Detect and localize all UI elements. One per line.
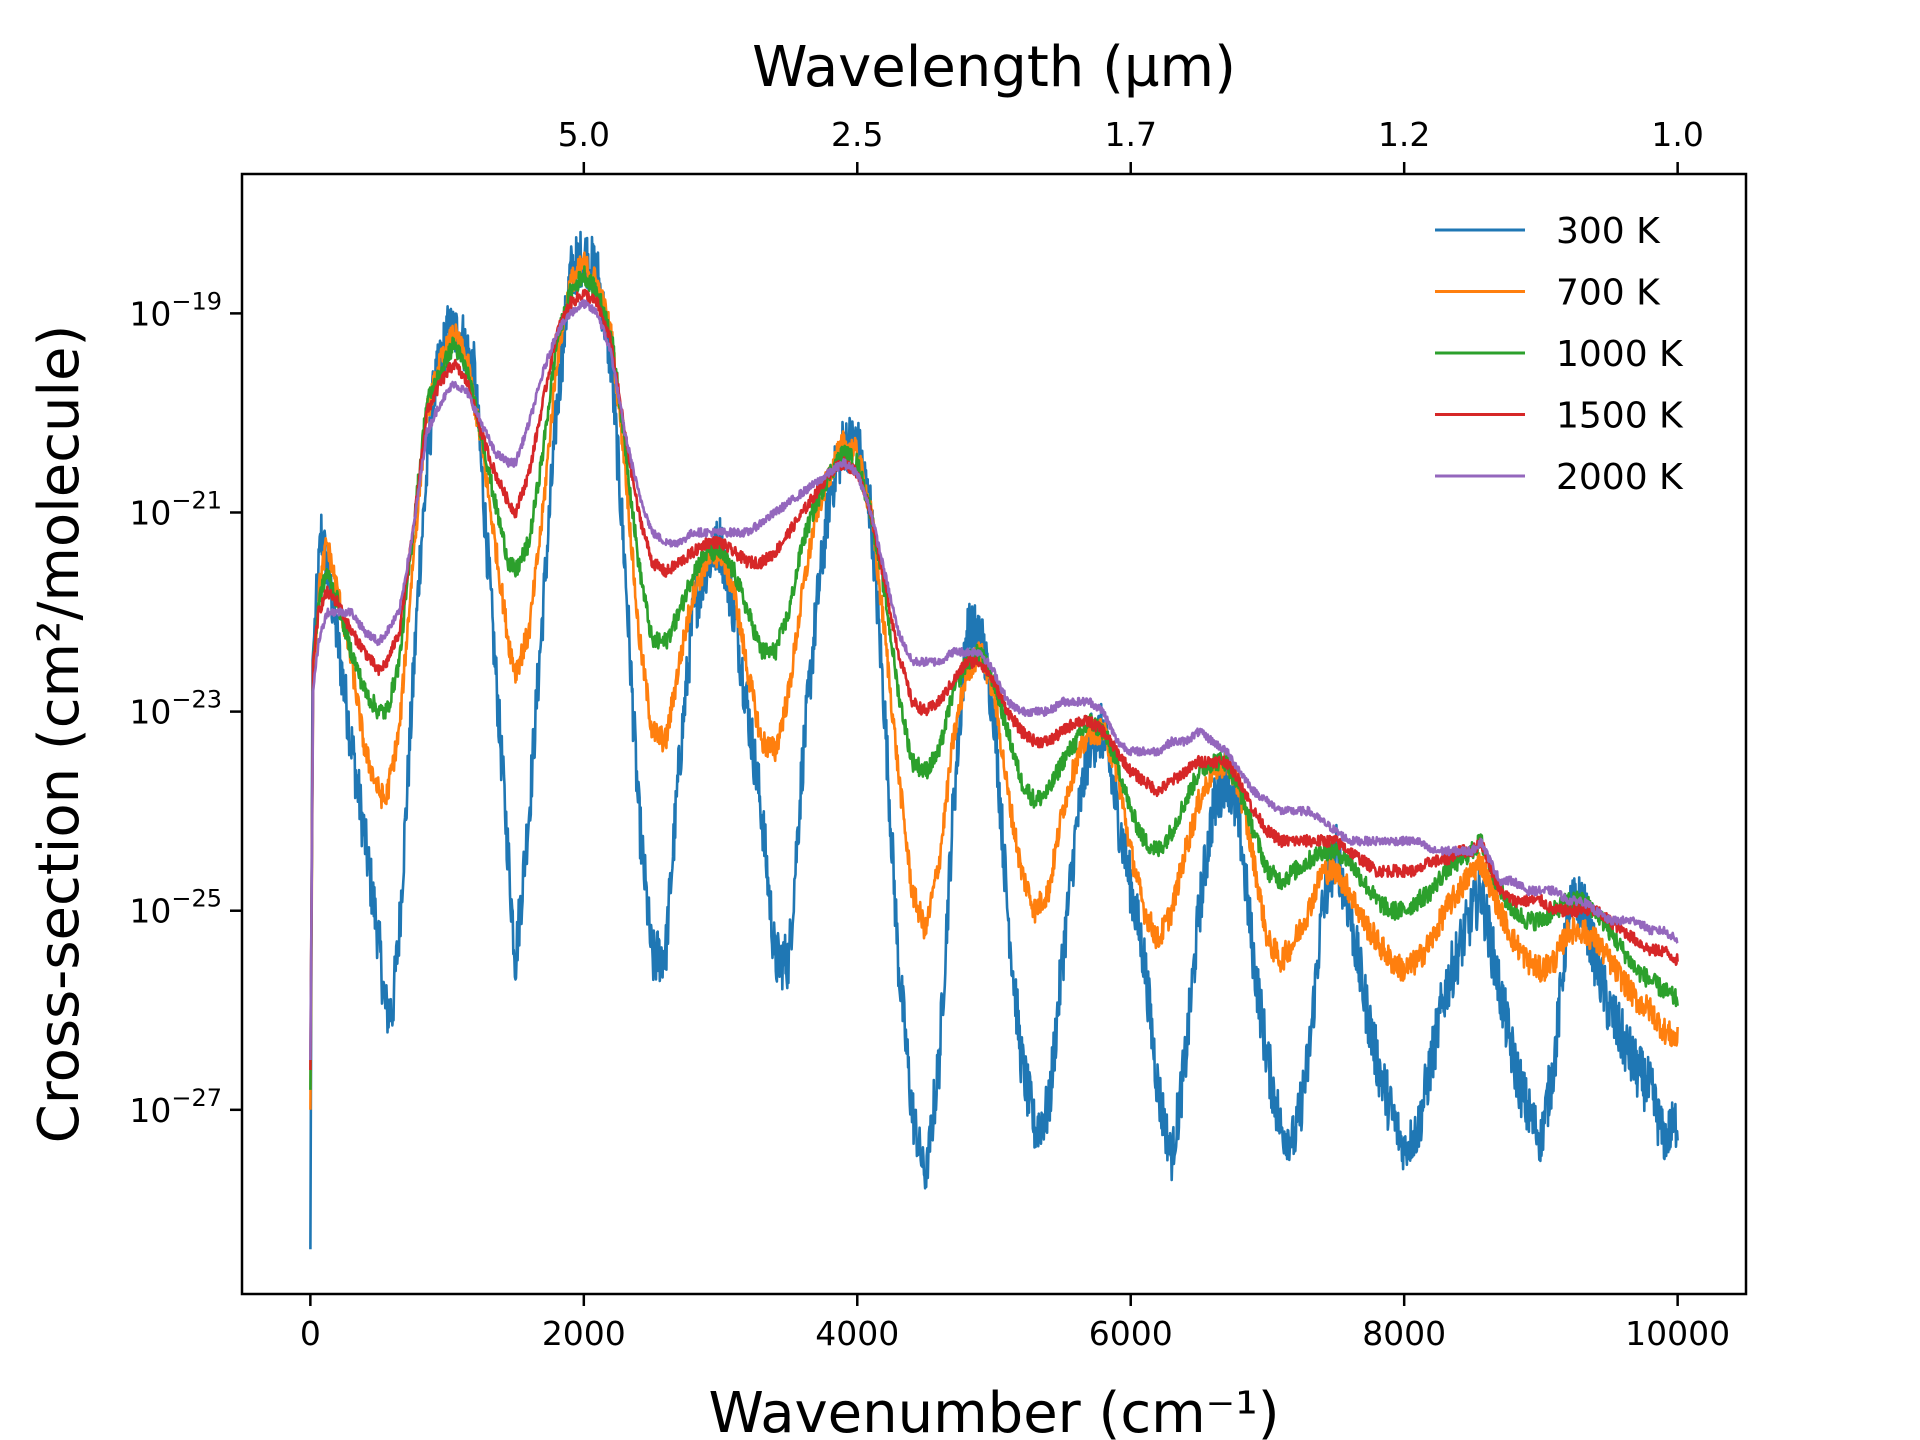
legend: 300 K 700 K 1000 K 1500 K 2000 K <box>1435 211 1684 498</box>
series-line-300k <box>309 230 1679 1250</box>
x-tick-label: 10000 <box>1625 1314 1730 1353</box>
y-tick-label: 10−25 <box>129 885 222 931</box>
x-tick-label: 0 <box>300 1314 321 1353</box>
y-tick-label: 10−23 <box>129 686 222 732</box>
series-line-2000k <box>309 299 1679 1061</box>
series-line-1000k <box>309 265 1679 1090</box>
legend-label: 700 K <box>1556 273 1661 314</box>
top-tick-label: 1.2 <box>1378 115 1430 154</box>
top-tick-label: 2.5 <box>831 115 883 154</box>
y-tick-label: 10−21 <box>129 486 222 532</box>
plot-frame <box>240 172 1748 1296</box>
y-axis-label: Cross-section (cm²/molecule) <box>27 325 92 1144</box>
series-layer <box>309 230 1679 1250</box>
top-axis-label: Wavelength (µm) <box>752 35 1236 100</box>
legend-label: 300 K <box>1556 211 1661 252</box>
top-x-axis: 5.0 2.5 1.7 1.2 1.0 <box>558 115 1704 174</box>
legend-label: 1500 K <box>1556 396 1684 437</box>
legend-label: 2000 K <box>1556 457 1684 498</box>
x-tick-label: 2000 <box>542 1314 626 1353</box>
legend-label: 1000 K <box>1556 334 1684 375</box>
x-tick-label: 6000 <box>1089 1314 1173 1353</box>
left-y-axis: 10−19 10−21 10−23 10−25 10−27 <box>129 287 242 1130</box>
top-tick-label: 1.0 <box>1651 115 1703 154</box>
top-tick-label: 1.7 <box>1104 115 1156 154</box>
bottom-x-axis: 0 2000 4000 6000 8000 10000 <box>300 1294 1730 1353</box>
x-tick-label: 8000 <box>1362 1314 1446 1353</box>
x-axis-label: Wavenumber (cm⁻¹) <box>708 1381 1279 1440</box>
y-tick-label: 10−27 <box>129 1084 222 1130</box>
top-tick-label: 5.0 <box>558 115 610 154</box>
x-tick-label: 4000 <box>815 1314 899 1353</box>
y-tick-label: 10−19 <box>129 287 222 333</box>
